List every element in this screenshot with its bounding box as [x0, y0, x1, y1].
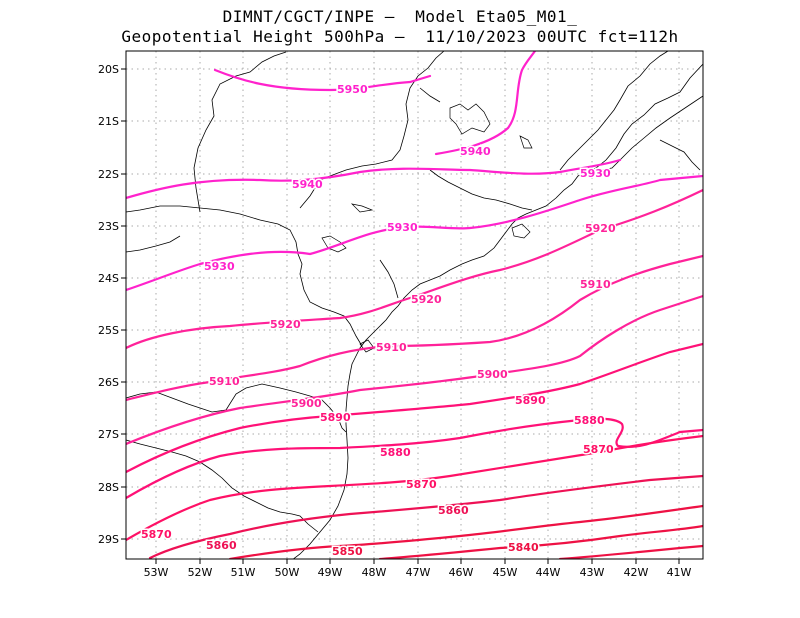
reservoir-furnas: [449, 103, 491, 135]
map-title-line-2: Geopotential Height 500hPa – 11/10/2023 …: [121, 27, 679, 46]
lon-tick-label: 44W: [536, 566, 561, 579]
state-border: [126, 235, 181, 253]
contour-label: 5920: [270, 318, 301, 331]
state-border: [419, 87, 441, 103]
reservoir-small: [350, 203, 374, 213]
contour-label: 5870: [406, 478, 437, 491]
state-border: [126, 383, 347, 433]
lat-tick-label: 27S: [98, 428, 119, 441]
lon-tick-label: 45W: [493, 566, 518, 579]
lat-tick-label: 24S: [98, 272, 119, 285]
tick-marks: [121, 68, 680, 564]
lon-tick-label: 41W: [667, 566, 692, 579]
contour-label: 5860: [206, 539, 237, 552]
contour-label: 5900: [291, 397, 322, 410]
state-border: [429, 169, 533, 211]
height-contours: [126, 51, 703, 559]
state-border: [126, 439, 319, 533]
lat-tick-label: 25S: [98, 324, 119, 337]
contour-label: 5910: [376, 341, 407, 354]
contour-5860: [148, 474, 703, 559]
contour-label: 5890: [515, 394, 546, 407]
contour-5910: [126, 254, 703, 402]
lat-tick-label: 28S: [98, 481, 119, 494]
contour-5830: [558, 544, 703, 559]
contour-label: 5850: [332, 545, 363, 558]
contour-5840: [378, 524, 703, 559]
contour-5940-north: [434, 51, 537, 156]
coastline-and-borders: [126, 51, 703, 559]
contour-label: 5950: [337, 83, 368, 96]
contour-label: 5880: [380, 446, 411, 459]
contour-5900: [126, 294, 703, 446]
contour-label: 5870: [141, 528, 172, 541]
bay-guanabara: [511, 223, 531, 239]
lon-tick-label: 49W: [318, 566, 343, 579]
lon-tick-label: 46W: [449, 566, 474, 579]
contour-label: 5900: [477, 368, 508, 381]
contour-5870: [126, 434, 703, 542]
coastline: [292, 63, 703, 559]
reservoir-small: [519, 135, 533, 149]
state-border: [126, 205, 363, 347]
lon-tick-label: 51W: [231, 566, 256, 579]
map-title-line-1: DIMNT/CGCT/INPE – Model Eta05_M01_: [222, 7, 578, 26]
contour-label: 5840: [508, 541, 539, 554]
contour-5880: [126, 417, 703, 500]
state-border: [579, 95, 703, 177]
contour-5920: [126, 188, 703, 350]
lon-tick-label: 48W: [362, 566, 387, 579]
contour-label: 5920: [585, 222, 616, 235]
lat-tick-label: 21S: [98, 115, 119, 128]
lat-tick-label: 20S: [98, 63, 119, 76]
gridlines: [126, 51, 703, 559]
contour-label: 5940: [460, 145, 491, 158]
state-border: [659, 139, 701, 171]
contour-5850: [228, 504, 703, 559]
contour-label: 5910: [209, 375, 240, 388]
state-border: [193, 51, 287, 213]
contour-label: 5940: [292, 178, 323, 191]
contour-5890: [126, 342, 703, 474]
contour-labels: 5950 5940 5940 5930 5930 5930 5920 5920 …: [140, 82, 618, 560]
lat-tick-label: 22S: [98, 168, 119, 181]
lat-tick-label: 29S: [98, 533, 119, 546]
lat-tick-label: 23S: [98, 220, 119, 233]
contour-label: 5930: [204, 260, 235, 273]
state-border: [379, 259, 399, 299]
plot-frame: [125, 50, 704, 560]
lat-axis-labels: 20S 21S 22S 23S 24S 25S 26S 27S 28S 29S: [98, 63, 119, 546]
lon-tick-label: 42W: [624, 566, 649, 579]
contour-label: 5930: [580, 167, 611, 180]
contour-label: 5860: [438, 504, 469, 517]
lon-axis-labels: 53W 52W 51W 50W 49W 48W 47W 46W 45W 44W …: [144, 566, 692, 579]
contour-label: 5910: [580, 278, 611, 291]
lon-tick-label: 52W: [188, 566, 213, 579]
lon-tick-label: 43W: [580, 566, 605, 579]
lat-tick-label: 26S: [98, 376, 119, 389]
lon-tick-label: 53W: [144, 566, 169, 579]
lon-tick-label: 50W: [275, 566, 300, 579]
contour-label: 5930: [387, 221, 418, 234]
contour-label: 5870: [583, 443, 614, 456]
contour-5950: [213, 68, 432, 92]
state-border: [559, 51, 669, 171]
contour-label: 5880: [574, 414, 605, 427]
contour-5940-south: [126, 158, 622, 200]
contour-label: 5890: [320, 411, 351, 424]
contour-5930: [126, 174, 703, 292]
contour-label: 5920: [411, 293, 442, 306]
lon-tick-label: 47W: [406, 566, 431, 579]
